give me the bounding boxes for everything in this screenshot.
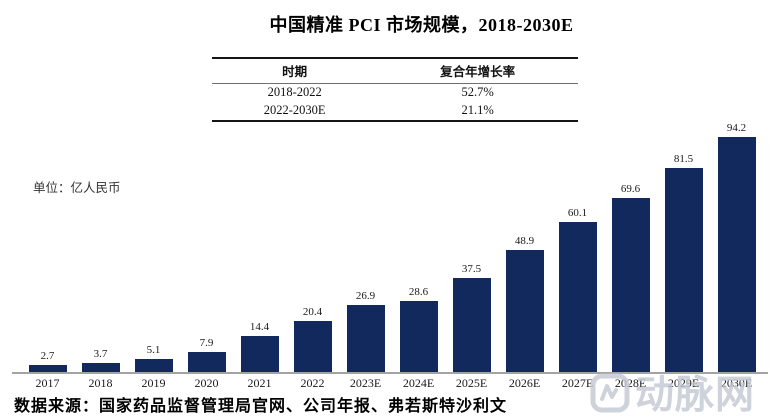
x-axis-labels: 2017 2018 2019 2020 2021 2022 2023E 2024E 2025E 2… [21, 376, 763, 390]
bar-value-label: 2.7 [40, 350, 55, 363]
bar-value-label: 14.4 [249, 321, 270, 333]
bar-value-label: 69.6 [620, 183, 641, 195]
source-note: 数据来源：国家药品监督管理局官网、公司年报、弗若斯特沙利文 [14, 398, 508, 415]
bar [81, 362, 120, 372]
bar [399, 300, 438, 372]
x-axis-tick-label: 2030E [720, 376, 753, 390]
x-axis-tick-label: 2028E [614, 376, 647, 390]
period-cell: 2022-2030E [263, 103, 326, 117]
bar-value-label: 3.7 [93, 347, 108, 360]
bar [452, 278, 491, 372]
bar [293, 321, 332, 372]
x-axis-tick-label: 2023E [349, 376, 382, 390]
x-axis-tick-label: 2024E [402, 376, 435, 390]
table-row: 2022-2030E 21.1% [212, 102, 578, 121]
cagr-table-header-period: 时期 [212, 58, 378, 84]
table-row: 2018-2022 52.7% [212, 84, 578, 103]
x-axis-tick-label: 2027E [561, 376, 594, 390]
bar [505, 249, 544, 372]
chart-title: 中国精准 PCI 市场规模，2018-2030E [269, 15, 574, 35]
bar-value-label: 94.2 [726, 121, 747, 134]
bar-group: 48.9 [498, 100, 551, 372]
bar-group: 94.2 [710, 100, 763, 372]
x-axis-tick-label: 2026E [508, 376, 541, 390]
bar [240, 336, 279, 372]
bar-value-label: 60.1 [567, 206, 588, 219]
bar-group: 5.1 [127, 100, 180, 372]
bar-group: 2.7 [21, 100, 74, 372]
bar-group: 69.6 [604, 100, 657, 372]
x-axis-tick-label: 2025E [455, 376, 488, 390]
bar-value-label: 7.9 [199, 337, 214, 350]
bar [717, 136, 756, 372]
bar [28, 365, 67, 372]
x-axis-tick-label: 2018 [88, 376, 113, 390]
bar-group: 81.5 [657, 100, 710, 372]
bars-row: 2.7 3.7 5.1 7.9 14.4 20.4 26.9 28.6 37.5 48.9 60.1… [21, 100, 763, 372]
x-axis-line [12, 372, 768, 374]
cagr-table-header-cagr: 复合年增长率 [377, 58, 578, 84]
bar [611, 198, 650, 372]
bar-value-label: 28.6 [408, 285, 429, 298]
bar-group: 26.9 [339, 100, 392, 372]
cagr-cell: 21.1% [461, 103, 494, 117]
bar [346, 304, 385, 372]
unit-label: 单位：亿人民币 [33, 181, 121, 195]
bar-group: 3.7 [74, 100, 127, 372]
bar [187, 352, 226, 372]
x-axis-tick-label: 2019 [141, 376, 166, 390]
bar-group: 14.4 [233, 100, 286, 372]
bar-group: 7.9 [180, 100, 233, 372]
cagr-cell: 52.7% [461, 85, 494, 99]
bar-group: 37.5 [445, 100, 498, 372]
bar-value-label: 20.4 [302, 306, 323, 318]
bar-group: 20.4 [286, 100, 339, 372]
period-cell: 2018-2022 [267, 85, 322, 99]
x-axis-tick-label: 2029E [667, 376, 700, 390]
cagr-table-header-row: 时期 复合年增长率 [212, 58, 578, 84]
bar-value-label: 81.5 [673, 153, 694, 166]
x-axis-tick-label: 2022 [300, 376, 325, 390]
bar-value-label: 26.9 [355, 289, 376, 302]
bar-value-label: 48.9 [514, 234, 535, 247]
x-axis-tick-label: 2021 [247, 376, 272, 390]
bar-value-label: 37.5 [461, 263, 482, 276]
bar-group: 60.1 [551, 100, 604, 372]
x-axis-tick-label: 2020 [194, 376, 219, 390]
cagr-table: 时期 复合年增长率 2018-2022 52.7% 2022-2030E 21.… [212, 57, 578, 122]
bar [664, 168, 703, 372]
bar-value-label: 5.1 [146, 344, 161, 357]
bar [558, 221, 597, 372]
bar-group: 28.6 [392, 100, 445, 372]
x-axis-tick-label: 2017 [35, 376, 60, 390]
bar [134, 359, 173, 372]
